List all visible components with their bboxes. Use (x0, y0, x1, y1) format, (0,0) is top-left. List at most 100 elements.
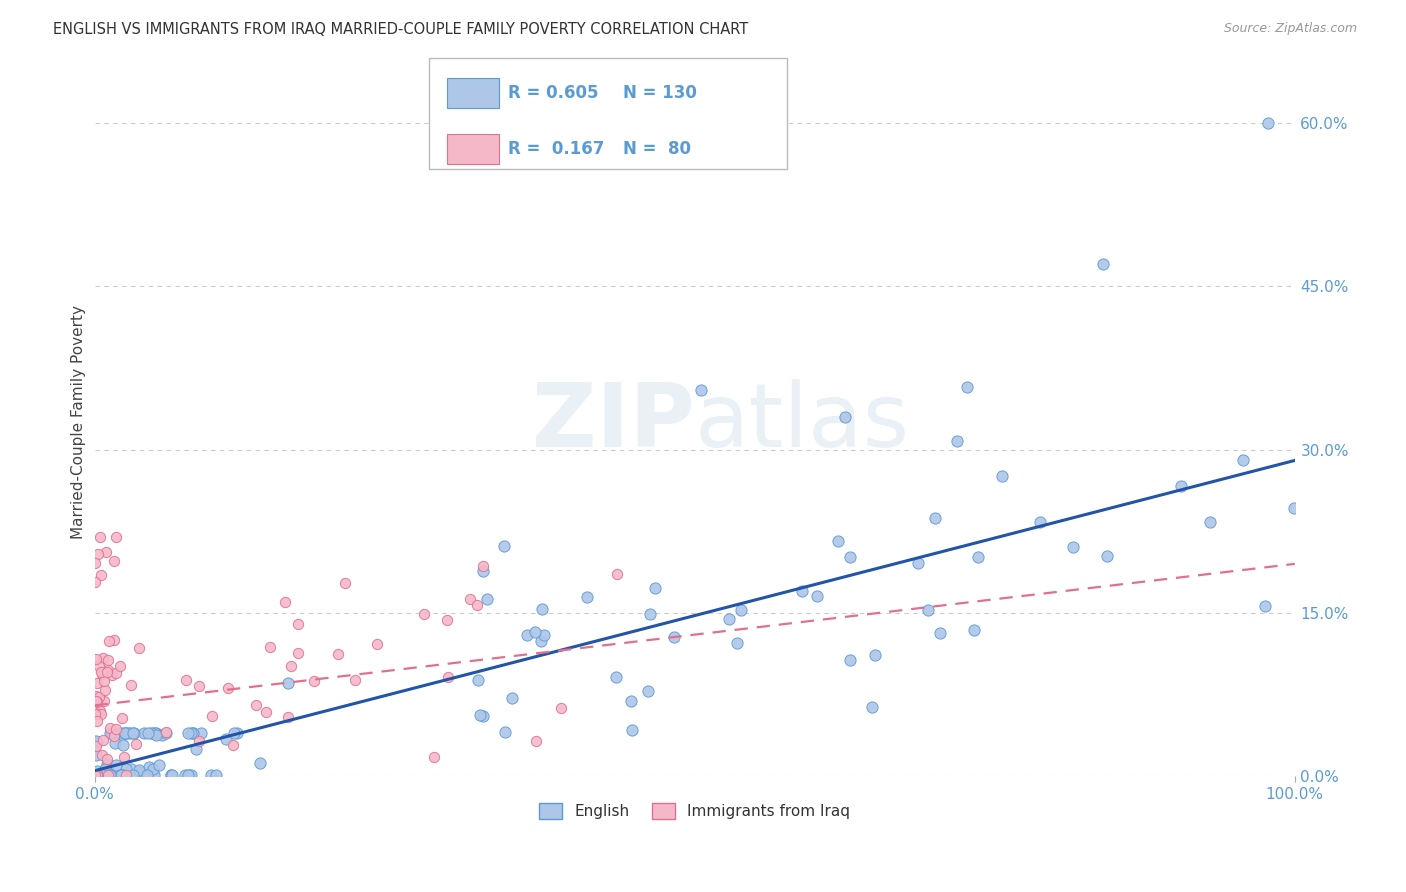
Point (186, 741, 208, 756)
Point (90, 706, 112, 721)
Point (97, 759, 120, 773)
Point (201, 709, 224, 723)
Point (91, 733, 114, 747)
Point (834, 409, 856, 424)
Point (120, 677, 142, 691)
Point (990, 469, 1012, 483)
Point (141, 725, 163, 739)
Point (924, 511, 946, 525)
Point (98, 768, 121, 782)
Point (136, 725, 159, 739)
Point (946, 434, 969, 448)
Point (89, 530, 111, 544)
Point (437, 670, 460, 684)
Point (84, 575, 107, 590)
Point (1198, 515, 1220, 529)
Point (112, 750, 135, 764)
Point (1284, 500, 1306, 515)
Point (96, 756, 118, 771)
Point (84, 689, 107, 703)
Point (436, 613, 458, 627)
Point (863, 648, 886, 663)
Point (155, 725, 177, 739)
Point (86, 714, 108, 729)
Point (125, 737, 148, 751)
Point (117, 725, 139, 739)
Point (148, 758, 170, 772)
Point (249, 756, 271, 771)
Point (472, 564, 495, 578)
Point (103, 554, 125, 568)
Point (838, 653, 860, 667)
Point (605, 670, 627, 684)
Point (90, 665, 112, 680)
Point (302, 673, 325, 688)
Text: N =  80: N = 80 (623, 140, 690, 158)
Point (84, 768, 107, 782)
Point (90, 768, 112, 782)
Text: R =  0.167: R = 0.167 (508, 140, 605, 158)
Point (179, 768, 201, 782)
Point (1029, 515, 1052, 529)
Point (122, 725, 145, 739)
Point (121, 768, 143, 782)
Point (145, 725, 167, 739)
Point (1254, 599, 1277, 613)
Point (121, 725, 143, 739)
Point (644, 581, 666, 595)
Point (110, 768, 132, 782)
Point (96, 545, 118, 559)
Point (84, 707, 107, 722)
Point (86, 768, 108, 782)
Point (83, 556, 105, 570)
Point (222, 738, 245, 752)
Point (91, 747, 114, 762)
Point (333, 576, 356, 591)
Point (806, 589, 828, 603)
Point (530, 634, 553, 648)
Point (86, 768, 108, 782)
Point (84, 694, 107, 708)
Text: atlas: atlas (695, 379, 910, 466)
Point (89, 704, 111, 718)
Point (465, 598, 488, 612)
Point (472, 709, 495, 723)
Point (93, 768, 115, 782)
Point (118, 725, 141, 739)
Point (103, 725, 125, 739)
Point (84, 739, 107, 753)
Point (143, 768, 166, 782)
Point (637, 684, 659, 698)
Point (280, 658, 302, 673)
Point (287, 616, 309, 631)
Point (89, 768, 111, 782)
Point (83, 767, 105, 781)
Point (205, 768, 228, 782)
Point (501, 691, 523, 706)
Point (1097, 549, 1119, 563)
Point (689, 383, 711, 397)
Point (96, 665, 118, 679)
Point (966, 549, 988, 564)
Point (159, 768, 181, 782)
Point (215, 731, 238, 746)
Point (128, 763, 150, 777)
Point (277, 676, 299, 690)
Point (155, 725, 177, 739)
Point (101, 668, 124, 682)
Point (89, 690, 111, 704)
Point (86, 695, 108, 709)
Point (177, 725, 200, 739)
Point (104, 723, 127, 737)
Point (963, 623, 986, 637)
Point (97, 653, 120, 667)
Point (114, 762, 136, 776)
Point (344, 673, 367, 688)
Point (287, 646, 309, 660)
Point (1232, 453, 1254, 467)
Point (217, 681, 239, 696)
Point (138, 759, 160, 773)
Point (718, 612, 741, 626)
Point (104, 768, 127, 782)
Point (98, 725, 121, 739)
